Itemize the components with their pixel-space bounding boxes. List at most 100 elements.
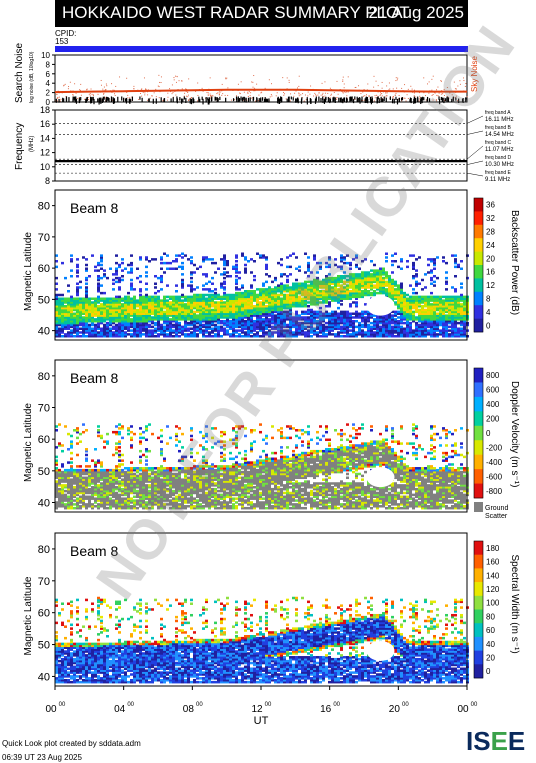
noise-point [449,92,451,94]
heatmap-cell [238,276,241,280]
heatmap-cell [271,295,274,299]
noise-base-mark [438,96,440,100]
heatmap-cell [97,429,100,432]
heatmap-cell [244,269,247,272]
heatmap-cell [181,299,184,302]
heatmap-cell [244,308,247,312]
heatmap-cell [415,316,418,319]
heatmap-cell [394,288,397,291]
heatmap-cell [460,327,463,330]
heatmap-cell [118,301,121,304]
heatmap-cell [100,254,103,257]
heatmap-cell [463,295,466,299]
heatmap-cell [145,299,148,302]
noise-point [172,91,174,93]
heatmap-cell [205,335,208,338]
heatmap-cell [142,333,145,336]
noise-point [381,92,383,94]
heatmap-cell [415,321,418,325]
noise-point [105,97,107,99]
heatmap-cell [163,321,166,325]
heatmap-cell [148,318,151,321]
noise-point [89,95,91,97]
heatmap-cell [145,271,148,274]
noise-base-mark [225,97,227,102]
heatmap-cell [265,267,268,270]
heatmap-cell [250,308,253,312]
heatmap-cell [76,282,79,285]
heatmap-cell [208,320,211,323]
heatmap-cell [103,305,106,308]
heatmap-cell [106,335,109,338]
heatmap-cell [67,335,70,338]
heatmap-cell [310,295,313,299]
heatmap-cell [172,297,175,300]
heatmap-cell [202,323,205,327]
heatmap-cell [154,323,157,327]
heatmap-cell [220,282,223,285]
heatmap-cell [127,323,130,327]
heatmap-cell [190,295,193,299]
heatmap-cell [250,286,253,289]
heatmap-cell [310,271,313,274]
heatmap-cell [253,325,256,329]
heatmap-cell [310,314,313,317]
heatmap-cell [223,261,226,265]
heatmap-cell [169,325,172,329]
heatmap-cell [310,297,313,300]
heatmap-cell [445,261,448,265]
heatmap-cell [79,286,82,289]
heatmap-cell [283,273,286,276]
heatmap-cell [313,320,316,323]
noise-point [100,79,102,81]
heatmap-cell [361,290,364,293]
heatmap-cell [340,325,343,329]
noise-base-mark [205,97,207,103]
heatmap-cell [319,316,322,319]
heatmap-cell [277,327,280,330]
heatmap-cell [238,329,241,332]
heatmap-cell [268,308,271,312]
heatmap-cell [424,295,427,299]
noise-point [454,88,456,90]
heatmap-cell [127,320,130,323]
noise-base-mark [342,98,344,104]
heatmap-cell [85,457,88,461]
noise-base-mark [185,97,187,104]
heatmap-cell [295,290,298,293]
heatmap-cell [271,318,274,321]
heatmap-cell [115,333,118,336]
heatmap-cell [199,310,202,314]
noise-point [374,97,376,99]
heatmap-cell [157,306,160,310]
heatmap-cell [139,318,142,321]
heatmap-cell [178,301,181,304]
heatmap-cell [286,297,289,300]
heatmap-cell [307,290,310,293]
heatmap-cell [109,329,112,332]
heatmap-cell [196,335,199,338]
heatmap-cell [223,306,226,310]
heatmap-cell [205,312,208,315]
noise-point [377,91,379,93]
heatmap-cell [118,440,121,443]
heatmap-cell [148,314,151,317]
noise-base-mark [352,99,355,104]
noise-point [89,93,91,95]
noise-y-tick-label: 0 [46,98,51,107]
heatmap-cell [316,271,319,274]
heatmap-cell [97,301,100,304]
heatmap-cell [295,299,298,302]
heatmap-cell [304,316,307,319]
heatmap-cell [310,335,313,338]
heatmap-cell [166,267,169,270]
heatmap-cell [160,327,163,330]
heatmap-cell [235,323,238,327]
heatmap-cell [82,316,85,319]
noise-point [158,97,160,99]
heatmap-cell [184,297,187,300]
heatmap-cell [112,321,115,325]
heatmap-cell [247,310,250,314]
heatmap-cell [118,493,121,497]
heatmap-cell [265,297,268,300]
